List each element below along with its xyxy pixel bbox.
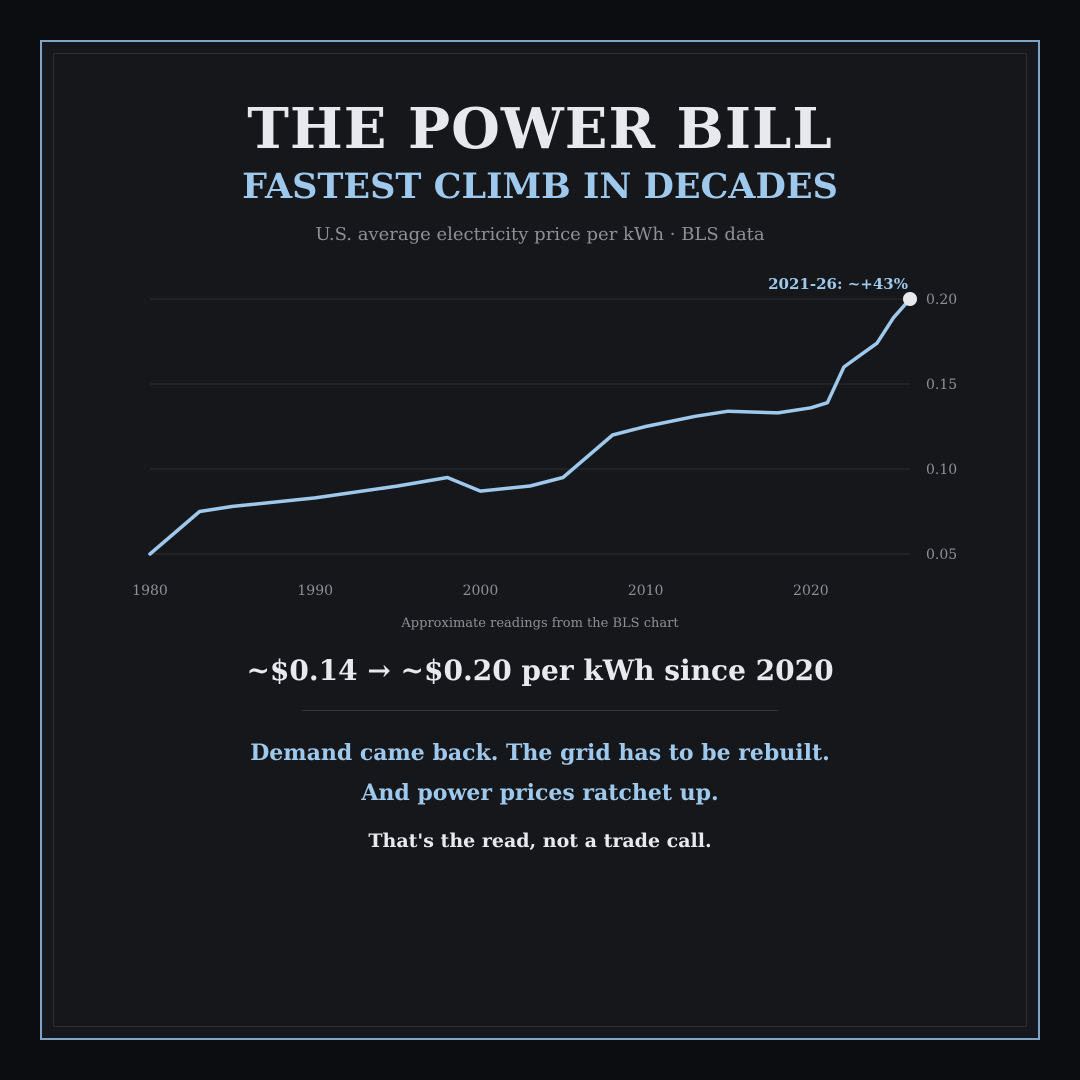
series-line-electricity-price — [148, 297, 912, 556]
y-axis-ticks: 0.05 0.10 0.15 0.20 — [926, 292, 957, 563]
x-axis-ticks: 1980 1990 2000 2010 2020 — [132, 583, 829, 599]
series-endpoint-marker — [903, 292, 917, 306]
x-tick-label: 1990 — [297, 583, 333, 599]
grid-layer — [150, 298, 910, 555]
takeaway-line-2: And power prices ratchet up. — [361, 780, 719, 806]
inner-frame — [53, 53, 1027, 1027]
takeaway-line-1: Demand came back. The grid has to be reb… — [250, 740, 830, 766]
y-tick-label: 0.15 — [926, 377, 957, 393]
x-tick-label: 2020 — [793, 583, 829, 599]
y-tick-label: 0.20 — [926, 292, 957, 308]
page-title: THE POWER BILL — [247, 96, 833, 162]
x-tick-label: 1980 — [132, 583, 168, 599]
outer-frame — [40, 40, 1040, 1040]
chart-note: Approximate readings from the BLS chart — [401, 616, 679, 631]
y-tick-label: 0.05 — [926, 547, 957, 563]
page-subtitle: FASTEST CLIMB IN DECADES — [242, 166, 838, 207]
x-tick-label: 2010 — [628, 583, 664, 599]
source-caption: U.S. average electricity price per kWh ·… — [315, 224, 765, 245]
x-tick-label: 2000 — [463, 583, 499, 599]
y-tick-label: 0.10 — [926, 462, 957, 478]
disclaimer: That's the read, not a trade call. — [368, 830, 712, 852]
divider — [302, 710, 778, 711]
endpoint-annotation: 2021-26: ~+43% — [768, 275, 908, 293]
price-headline: ~$0.14 → ~$0.20 per kWh since 2020 — [246, 654, 834, 687]
